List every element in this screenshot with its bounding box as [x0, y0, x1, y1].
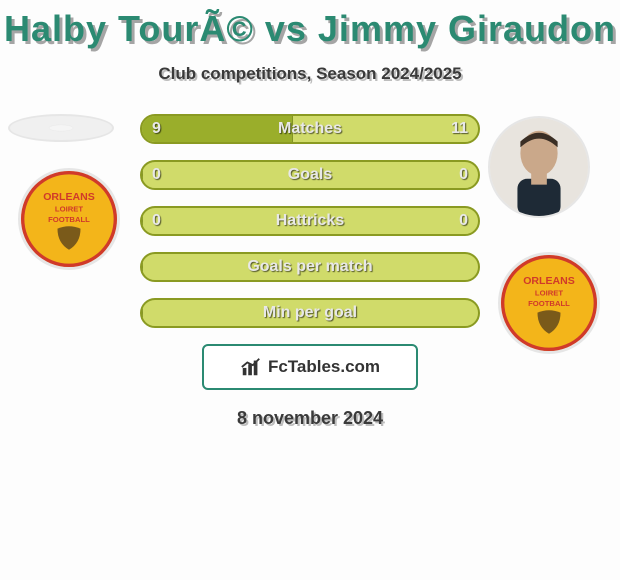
club-crest-right: ORLEANS LOIRET FOOTBALL — [498, 252, 600, 354]
orleans-crest-icon: ORLEANS LOIRET FOOTBALL — [501, 255, 597, 351]
branding-badge: FcTables.com — [202, 344, 418, 390]
club-crest-left: ORLEANS LOIRET FOOTBALL — [18, 168, 120, 270]
svg-text:LOIRET: LOIRET — [55, 204, 83, 213]
svg-text:ORLEANS: ORLEANS — [43, 191, 95, 203]
comparison-stage: ORLEANS LOIRET FOOTBALL ORLEANS LOIRET F… — [0, 114, 620, 429]
player-photo-icon — [490, 118, 588, 216]
orleans-crest-icon: ORLEANS LOIRET FOOTBALL — [21, 171, 117, 267]
svg-text:ORLEANS: ORLEANS — [523, 275, 575, 287]
bar-row: 00Goals — [140, 160, 480, 190]
svg-text:FOOTBALL: FOOTBALL — [528, 299, 570, 308]
bar-label: Goals per match — [142, 254, 478, 280]
svg-text:FOOTBALL: FOOTBALL — [48, 215, 90, 224]
bar-label: Hattricks — [142, 208, 478, 234]
bar-row: Goals per match — [140, 252, 480, 282]
branding-label: FcTables.com — [268, 357, 380, 377]
page-title: Halby TourÃ© vs Jimmy Giraudon — [0, 0, 620, 50]
bar-row: 911Matches — [140, 114, 480, 144]
page-subtitle: Club competitions, Season 2024/2025 — [0, 64, 620, 84]
bar-label: Goals — [142, 162, 478, 188]
bar-row: 00Hattricks — [140, 206, 480, 236]
player-avatar-right — [488, 116, 590, 218]
snapshot-date: 8 november 2024 — [0, 408, 620, 429]
bar-label: Matches — [142, 116, 478, 142]
bar-label: Min per goal — [142, 300, 478, 326]
avatar-placeholder-icon — [10, 116, 112, 140]
player-avatar-left — [8, 114, 114, 142]
comparison-bars: 911Matches 00Goals 00Hattricks Goals per ma… — [140, 114, 480, 328]
svg-text:LOIRET: LOIRET — [535, 288, 563, 297]
bar-row: Min per goal — [140, 298, 480, 328]
stats-icon — [240, 356, 262, 378]
